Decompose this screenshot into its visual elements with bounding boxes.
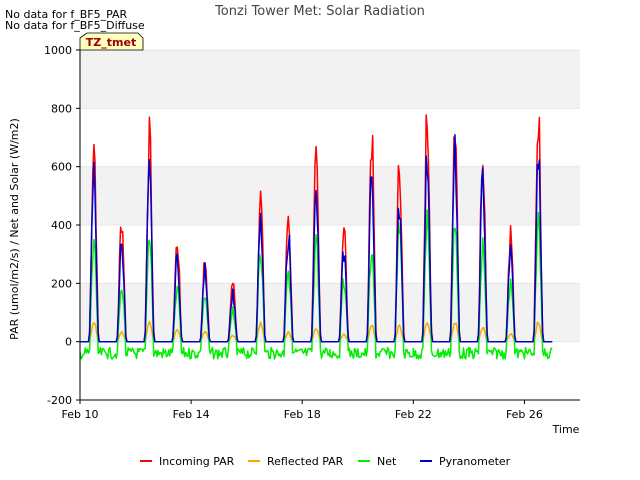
no-data-note-1: No data for f_BF5_PAR [5,8,128,21]
y-tick-label: 400 [51,219,72,232]
y-tick-label: 200 [51,277,72,290]
x-tick-label: Feb 10 [62,408,99,421]
legend-label: Incoming PAR [159,455,235,468]
legend-label: Net [377,455,397,468]
x-axis-label: Time [552,423,580,436]
x-tick-label: Feb 26 [506,408,543,421]
plot-band [80,166,580,225]
tz-tmet-badge: TZ_tmet [79,32,144,51]
legend-label: Pyranometer [439,455,511,468]
plot-band [80,50,580,109]
legend-label: Reflected PAR [267,455,344,468]
y-axis-label: PAR (umol/m2/s) / Net and Solar (W/m2) [8,118,21,340]
badge-label: TZ_tmet [86,36,136,49]
series-line-net [79,209,553,360]
x-tick-label: Feb 14 [173,408,210,421]
y-tick-label: 0 [65,336,72,349]
x-tick-label: Feb 18 [284,408,321,421]
x-tick-label: Feb 22 [395,408,432,421]
y-tick-label: 1000 [44,44,72,57]
no-data-note-2: No data for f_BF5_Diffuse [5,19,145,32]
chart-title: Tonzi Tower Met: Solar Radiation [214,4,425,19]
y-tick-label: 600 [51,161,72,174]
y-tick-label: 800 [51,102,72,115]
plot-band [80,283,580,342]
series-line-pyranometer [80,134,553,343]
y-tick-label: -200 [47,394,72,407]
